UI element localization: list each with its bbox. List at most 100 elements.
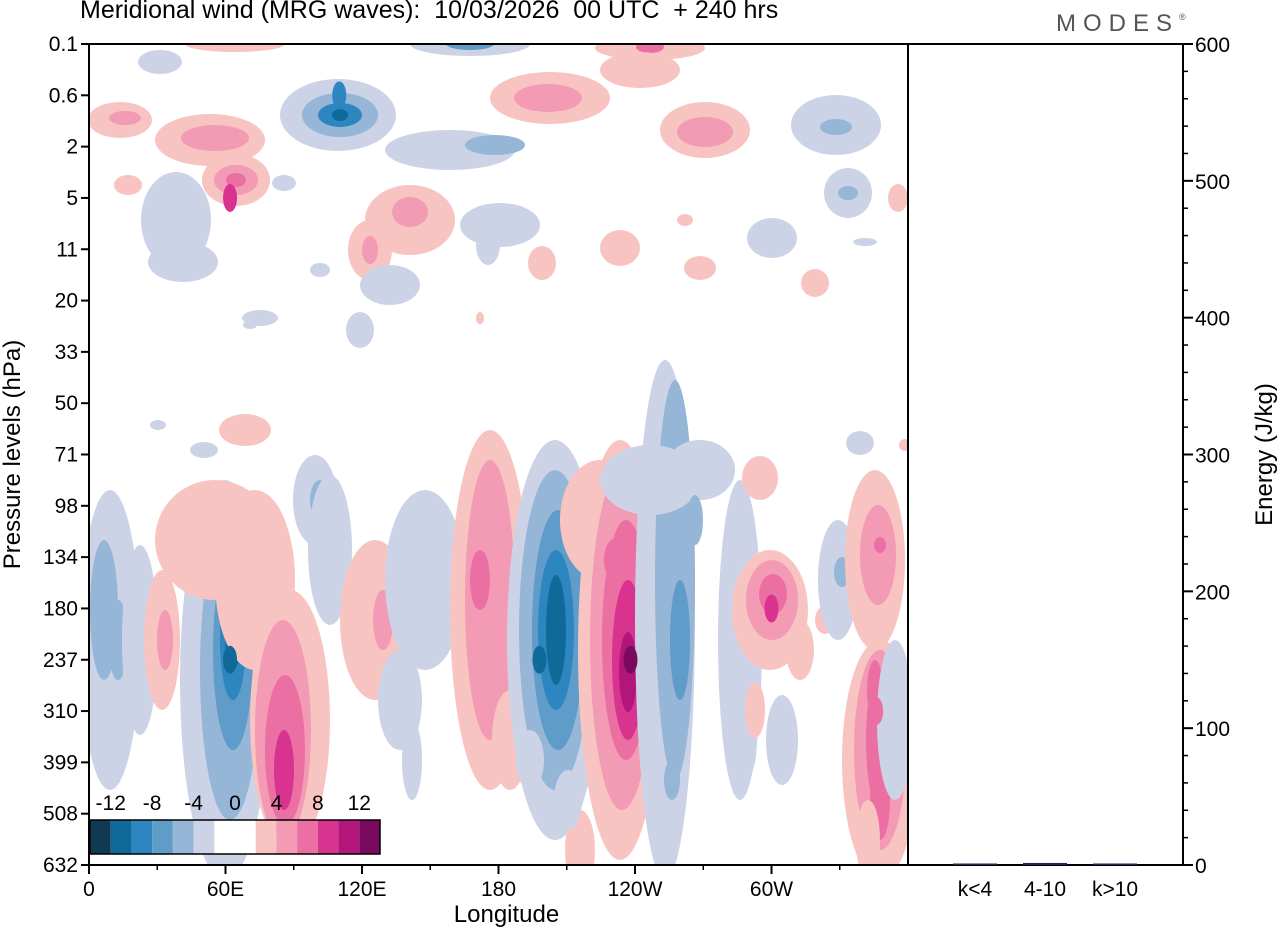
colorbar-swatch <box>276 820 298 854</box>
wind-contour-blob <box>677 117 733 147</box>
wind-extremum-core <box>277 748 292 777</box>
wind-contour-blob <box>243 321 257 329</box>
y-tick-label: 180 <box>43 597 78 620</box>
colorbar-label: 12 <box>348 792 371 815</box>
energy-bar <box>1023 862 1067 865</box>
colorbar-swatch <box>193 820 215 854</box>
y-tick-label: 33 <box>55 341 78 364</box>
colorbar-label: -12 <box>96 792 126 815</box>
colorbar-label: 0 <box>229 792 241 815</box>
logo-mark: ® <box>1179 12 1186 22</box>
wind-contour-blob <box>150 420 166 430</box>
wind-contour-blob <box>665 440 735 500</box>
wind-contour-blob <box>600 52 680 88</box>
y-tick-label: 2 <box>66 136 78 159</box>
energy-y-tick-label: 300 <box>1195 445 1230 468</box>
logo-text: MODES <box>1056 10 1180 37</box>
wind-contour-blob <box>346 312 374 348</box>
colorbar-swatch <box>255 820 277 854</box>
wind-contour-blob <box>181 125 249 151</box>
wind-contour-blob <box>856 800 880 865</box>
wind-contour-blob <box>114 175 142 195</box>
x-tick-label: 120W <box>608 878 663 901</box>
colorbar-label: -4 <box>184 792 203 815</box>
y-axis-label: Pressure levels (hPa) <box>0 340 26 569</box>
y-tick-label: 508 <box>43 803 78 826</box>
wind-contour-blob <box>820 119 852 135</box>
wind-contour-blob <box>332 109 348 121</box>
wind-contour-blob <box>148 242 218 282</box>
x-tick-label: 180 <box>481 878 516 901</box>
colorbar-swatch <box>235 820 256 854</box>
chart-title: Meridional wind (MRG waves): 10/03/2026 … <box>80 0 779 24</box>
colorbar-swatch <box>90 820 111 854</box>
x-tick-label: 120E <box>337 878 386 901</box>
wind-contour-blob <box>801 269 829 297</box>
energy-y-tick-label: 400 <box>1195 308 1230 331</box>
energy-y-tick-label: 500 <box>1195 171 1230 194</box>
colorbar-swatch <box>359 820 380 854</box>
wind-extremum-core <box>623 645 638 674</box>
y-tick-label: 399 <box>43 751 78 774</box>
y-tick-label: 11 <box>56 238 78 261</box>
wind-contour-blob <box>766 695 798 785</box>
colorbar-swatch <box>131 820 153 854</box>
energy-y-tick-label: 100 <box>1195 718 1230 741</box>
wind-contour-blob <box>470 550 490 610</box>
wind-contour-blob <box>636 44 664 53</box>
wind-contour-blob <box>664 760 680 800</box>
y-tick-label: 20 <box>55 290 78 313</box>
wind-contour-blob <box>310 263 330 277</box>
wind-contour-blob <box>786 620 814 680</box>
y-tick-label: 0.6 <box>49 84 78 107</box>
energy-category-label: 4-10 <box>1024 878 1066 901</box>
wind-extremum-core <box>673 645 688 674</box>
energy-y-tick-label: 0 <box>1195 855 1207 878</box>
x-tick-label: 60W <box>750 878 793 901</box>
wind-contour-blob <box>465 460 515 740</box>
wind-contour-blob <box>138 50 182 74</box>
y-tick-label: 134 <box>43 546 78 569</box>
colorbar-swatch <box>297 820 318 854</box>
energy-y-tick-label: 200 <box>1195 581 1230 604</box>
wind-extremum-core <box>332 81 347 110</box>
y-tick-label: 71 <box>55 444 78 467</box>
wind-contour-blob <box>190 442 218 458</box>
wind-contour-blob <box>360 265 420 305</box>
wind-contour-blob <box>219 414 271 446</box>
wind-contour-blob <box>888 184 908 212</box>
y-tick-label: 237 <box>43 649 78 672</box>
wind-contour-blob <box>853 238 877 246</box>
wind-contour-blob <box>392 197 428 227</box>
energy-category-label: k>10 <box>1092 878 1138 901</box>
y-tick-label: 632 <box>43 854 78 877</box>
colorbar-label: 8 <box>312 792 324 815</box>
colorbar-swatch <box>172 820 194 854</box>
wind-contour-blob <box>465 135 525 155</box>
wind-contour-blob <box>846 431 874 455</box>
energy-y-tick-label: 600 <box>1195 34 1230 57</box>
wind-contour-blob <box>670 580 690 700</box>
colorbar-swatch <box>338 820 360 854</box>
wind-contour-blob <box>402 720 422 800</box>
wind-contour-blob <box>877 640 908 800</box>
colorbar-swatch <box>110 820 132 854</box>
colorbar-swatch <box>152 820 173 854</box>
wind-extremum-core <box>869 697 884 726</box>
colorbar-swatch <box>214 820 235 854</box>
wind-contour-blob <box>745 682 765 738</box>
y-tick-label: 0.1 <box>49 33 78 56</box>
wind-contour-blob <box>385 490 465 670</box>
wind-extremum-core <box>532 645 547 674</box>
wind-contour-blob <box>860 505 896 605</box>
wind-contour-blob <box>546 575 566 685</box>
wind-contour-blob <box>362 236 378 264</box>
wind-contour-blob <box>476 312 484 324</box>
energy-bar <box>1093 863 1137 865</box>
wind-contour-blob <box>874 537 886 553</box>
wind-contour-blob <box>272 175 296 191</box>
wind-extremum-core <box>223 645 238 674</box>
wind-contour-blob <box>528 246 556 280</box>
wind-contour-blob <box>838 186 858 200</box>
